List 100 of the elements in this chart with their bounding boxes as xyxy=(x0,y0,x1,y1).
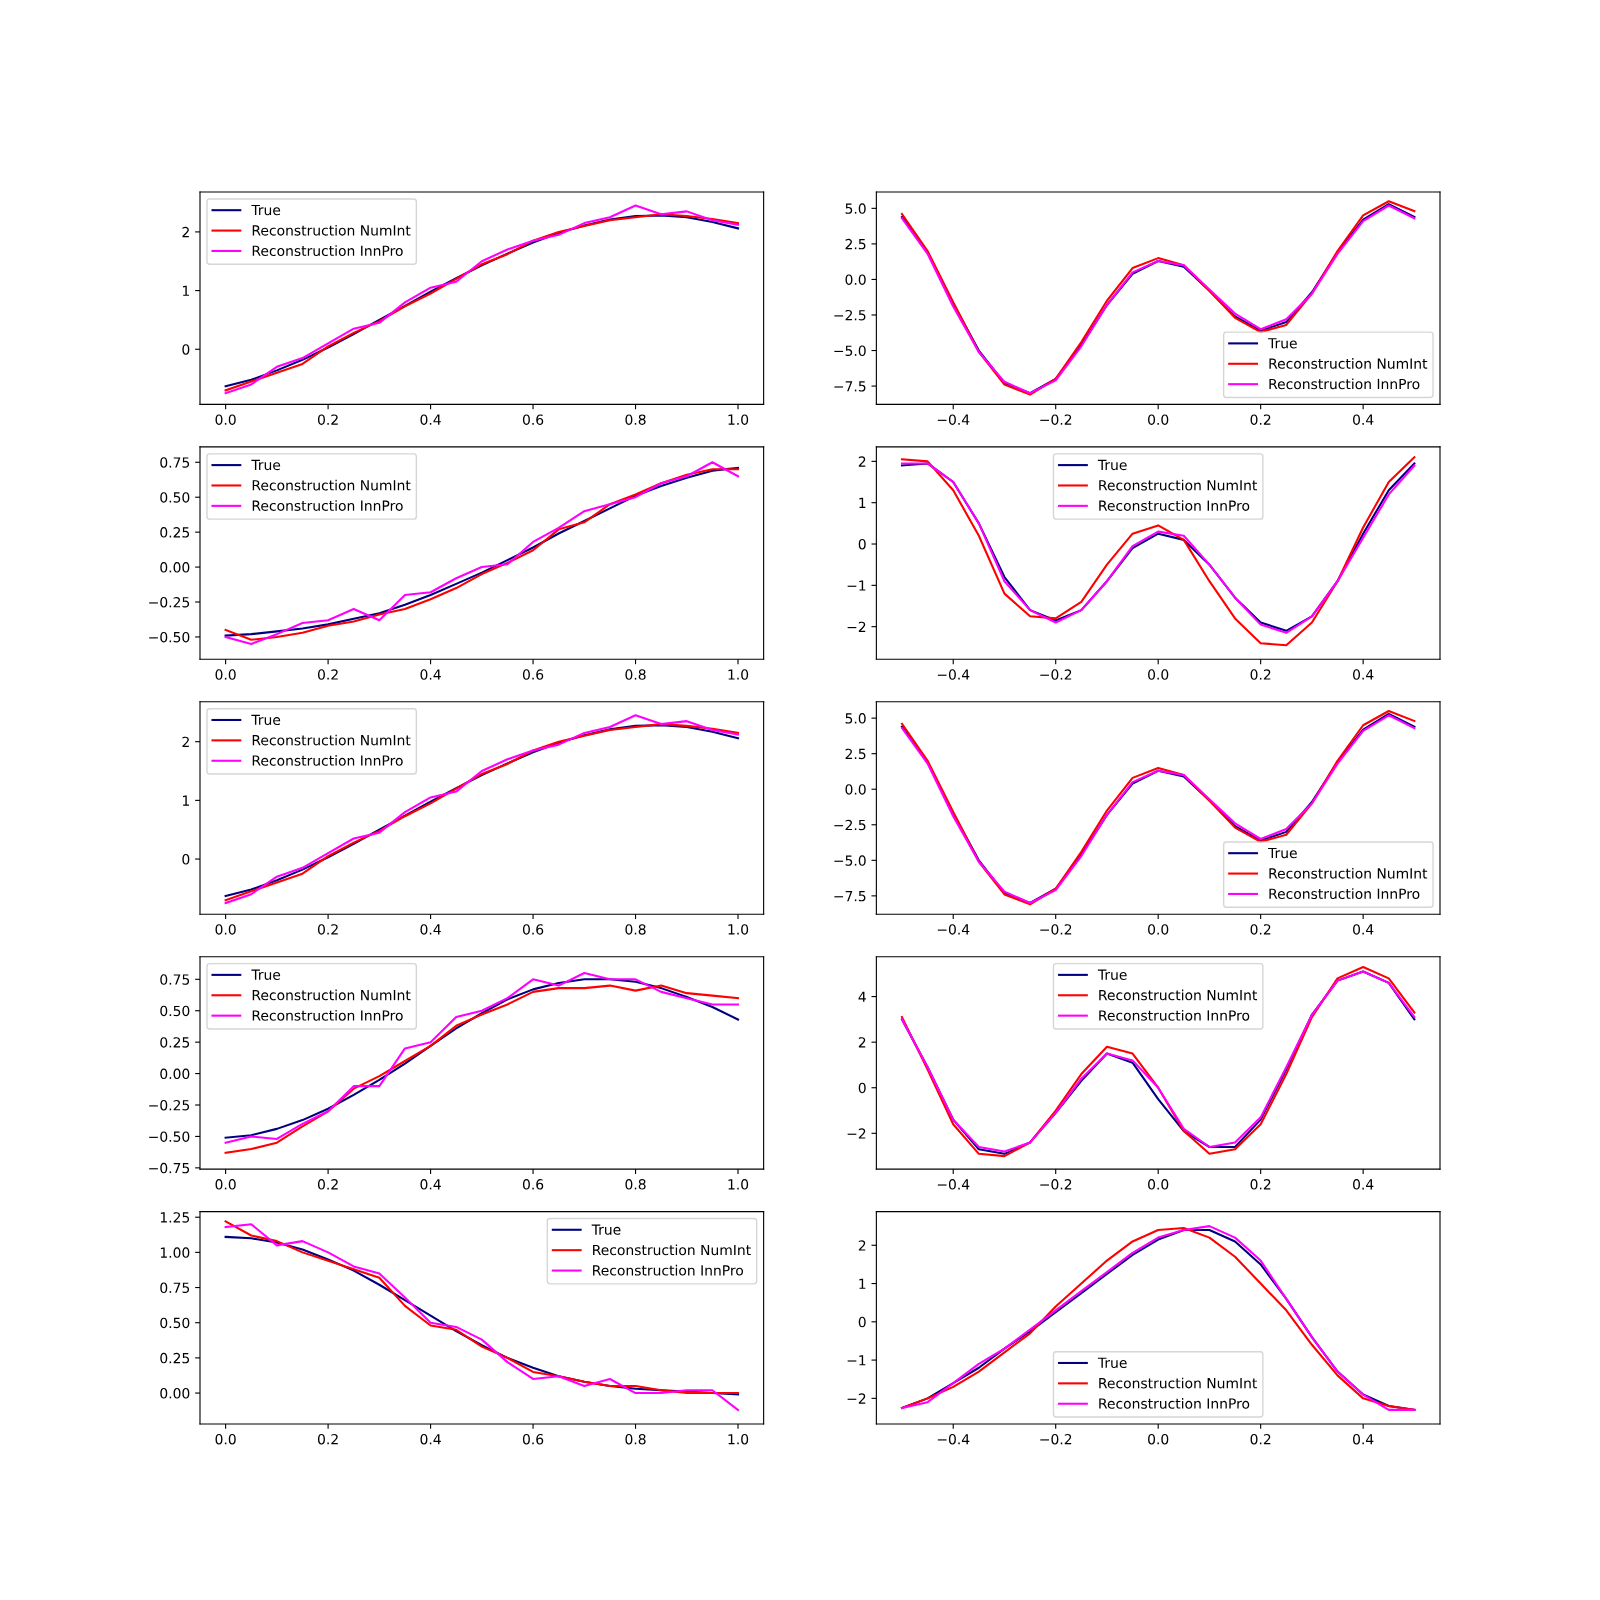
x-tick-label: −0.4 xyxy=(937,414,970,425)
x-tick-label: 1.0 xyxy=(728,1179,749,1190)
x-tick-label: 0.4 xyxy=(420,1179,441,1190)
y-tick-label: 5.0 xyxy=(845,713,866,724)
x-tick-label: 1.0 xyxy=(728,414,749,425)
y-tick-label: 2 xyxy=(182,736,189,747)
legend-label: True xyxy=(591,1224,621,1235)
legend-label: True xyxy=(1268,847,1297,859)
y-tick-label: 0 xyxy=(858,538,866,550)
x-tick-label: 0.8 xyxy=(625,924,646,935)
legend-label: Reconstruction InnPro xyxy=(1099,1009,1250,1021)
x-tick-label: 0.0 xyxy=(1148,1433,1169,1445)
y-tick-label: 0.75 xyxy=(160,974,190,985)
y-tick-label: 0.0 xyxy=(845,784,866,795)
x-tick-label: 0.2 xyxy=(1250,924,1271,935)
x-tick-label: 0.0 xyxy=(1148,414,1169,425)
legend-label: True xyxy=(251,459,281,471)
y-tick-label: −1 xyxy=(847,1355,866,1366)
y-tick-label: 0.75 xyxy=(160,457,190,468)
legend-label: True xyxy=(1097,1357,1127,1369)
x-tick-label: 0.0 xyxy=(1148,669,1169,680)
y-tick-label: 0 xyxy=(858,1316,866,1328)
y-tick-label: −2.5 xyxy=(834,309,866,321)
x-tick-label: 0.2 xyxy=(317,414,338,425)
legend-label: Reconstruction InnPro xyxy=(593,1264,744,1276)
y-tick-label: −1 xyxy=(847,580,866,591)
x-tick-label: 0.0 xyxy=(1148,1179,1169,1190)
x-tick-label: 0.4 xyxy=(1353,1179,1374,1190)
y-tick-label: 0.50 xyxy=(160,1317,190,1329)
y-tick-label: −0.25 xyxy=(149,596,190,608)
x-tick-label: 0.8 xyxy=(625,414,646,425)
x-tick-label: −0.2 xyxy=(1040,924,1072,935)
y-tick-label: −5.0 xyxy=(834,345,866,356)
y-tick-label: −2 xyxy=(847,1128,866,1139)
y-tick-label: −2.5 xyxy=(834,819,866,831)
x-tick-label: 0.6 xyxy=(522,669,544,680)
legend-label: Reconstruction InnPro xyxy=(1269,888,1420,900)
y-tick-label: 2.5 xyxy=(845,748,866,760)
x-tick-label: 0.4 xyxy=(1353,1433,1374,1445)
x-tick-label: 0.6 xyxy=(522,924,544,935)
x-tick-label: 0.4 xyxy=(420,924,441,935)
x-tick-label: 0.6 xyxy=(522,1433,544,1445)
y-tick-label: 0 xyxy=(858,1082,866,1094)
x-tick-label: −0.4 xyxy=(937,669,970,680)
x-tick-label: 0.0 xyxy=(215,669,236,680)
x-tick-label: −0.2 xyxy=(1040,1433,1072,1445)
y-tick-label: −0.25 xyxy=(149,1099,190,1111)
x-tick-label: 1.0 xyxy=(728,924,749,935)
x-tick-label: 0.8 xyxy=(625,1179,646,1190)
legend-label: Reconstruction NumInt xyxy=(1099,479,1258,491)
legend-label: Reconstruction NumInt xyxy=(593,1244,751,1256)
y-tick-label: 0.75 xyxy=(160,1282,190,1294)
y-tick-label: 5.0 xyxy=(845,203,866,214)
x-tick-label: 0.4 xyxy=(420,414,441,425)
x-tick-label: 0.2 xyxy=(1250,669,1271,680)
y-tick-label: −7.5 xyxy=(834,891,866,902)
y-tick-label: −2 xyxy=(847,621,866,632)
y-tick-label: −0.50 xyxy=(149,631,190,643)
x-tick-label: 0.2 xyxy=(1250,1433,1271,1445)
y-tick-label: 1.00 xyxy=(160,1247,190,1258)
y-tick-label: −2 xyxy=(847,1393,866,1404)
legend-label: True xyxy=(1268,338,1297,349)
legend-label: Reconstruction NumInt xyxy=(1099,1377,1258,1389)
x-tick-label: 0.4 xyxy=(1353,669,1374,680)
y-tick-label: 0.00 xyxy=(160,1388,190,1399)
x-tick-label: 0.0 xyxy=(215,1433,236,1445)
legend-label: True xyxy=(251,969,281,980)
legend-label: True xyxy=(1097,459,1127,471)
x-tick-label: 0.4 xyxy=(420,669,441,680)
y-tick-label: −0.50 xyxy=(149,1131,190,1142)
x-tick-label: 0.8 xyxy=(625,669,646,680)
x-tick-label: −0.2 xyxy=(1040,669,1072,680)
y-tick-label: 0.25 xyxy=(160,1352,190,1364)
legend-label: Reconstruction NumInt xyxy=(1269,358,1428,369)
y-tick-label: 0.0 xyxy=(845,274,866,285)
y-tick-label: 2 xyxy=(858,1037,866,1048)
x-tick-label: 0.2 xyxy=(317,1179,338,1190)
x-tick-label: −0.4 xyxy=(937,924,970,935)
legend-label: Reconstruction NumInt xyxy=(252,989,411,1001)
x-tick-label: 0.0 xyxy=(1148,924,1169,935)
y-tick-label: 2.5 xyxy=(845,238,866,250)
y-tick-label: −5.0 xyxy=(834,855,866,866)
y-tick-label: 0 xyxy=(182,854,190,865)
legend-label: Reconstruction NumInt xyxy=(252,734,411,746)
x-tick-label: −0.4 xyxy=(937,1433,970,1445)
x-tick-label: 1.0 xyxy=(728,1433,749,1445)
x-tick-label: 0.8 xyxy=(625,1433,646,1445)
legend-label: Reconstruction InnPro xyxy=(252,500,403,511)
legend-label: Reconstruction InnPro xyxy=(1099,500,1250,511)
y-tick-label: 1 xyxy=(859,497,866,508)
x-tick-label: 0.0 xyxy=(215,1179,236,1190)
x-tick-label: 0.2 xyxy=(1250,1179,1271,1190)
x-tick-label: 0.6 xyxy=(522,414,544,425)
x-tick-label: −0.2 xyxy=(1040,1179,1072,1190)
legend-label: Reconstruction InnPro xyxy=(252,755,403,766)
y-tick-label: −0.75 xyxy=(149,1162,190,1174)
x-tick-label: 0.2 xyxy=(317,669,338,680)
y-tick-label: 0.50 xyxy=(160,1005,190,1017)
x-tick-label: 0.4 xyxy=(420,1433,441,1445)
x-tick-label: 0.2 xyxy=(317,1433,338,1445)
